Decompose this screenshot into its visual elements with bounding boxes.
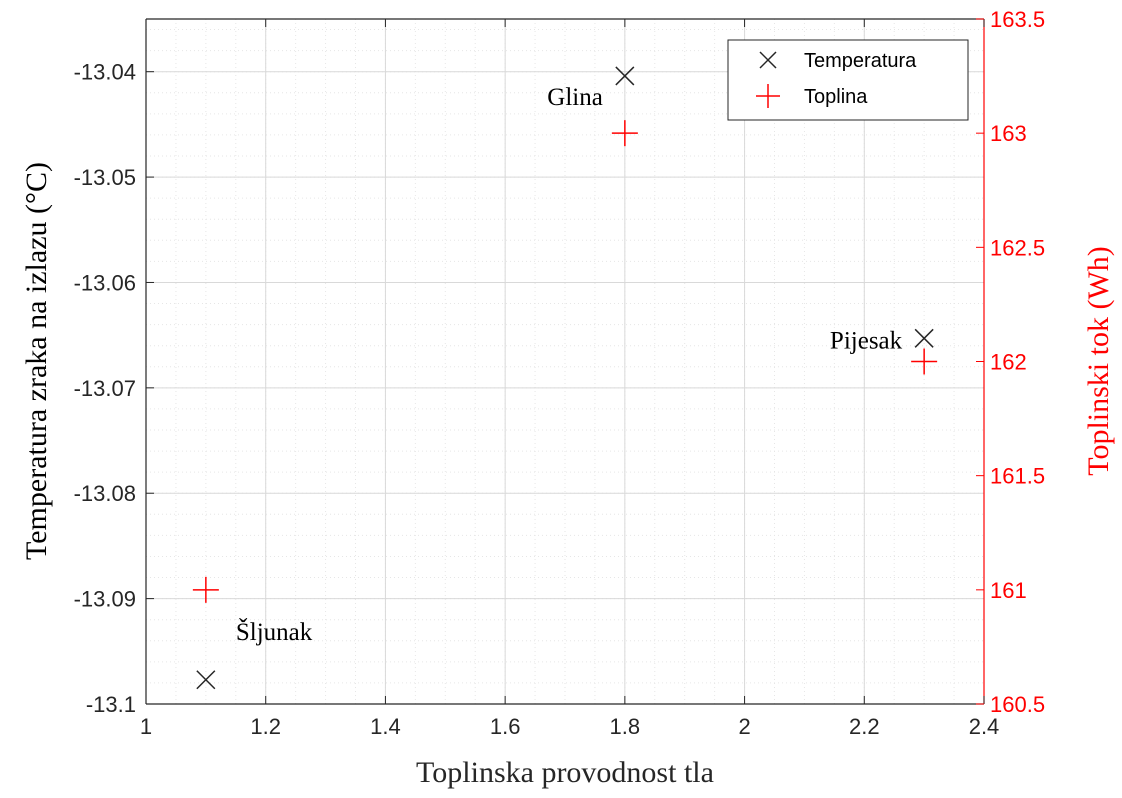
x-tick-label: 2.2 bbox=[849, 714, 880, 739]
annotation-glina: Glina bbox=[547, 84, 603, 111]
y-left-tick-label: -13.07 bbox=[74, 376, 136, 401]
toplina-point bbox=[611, 120, 638, 147]
legend-label: Temperatura bbox=[804, 50, 917, 72]
x-tick-label: 1.6 bbox=[490, 714, 521, 739]
y-right-tick-label: 162.5 bbox=[990, 235, 1045, 260]
y-axis-left-label: Temperatura zraka na izlazu (°C) bbox=[20, 162, 53, 560]
y-right-tick-label: 163.5 bbox=[990, 7, 1045, 32]
temperatura-point bbox=[196, 670, 216, 690]
y-left-tick-label: -13.05 bbox=[74, 165, 136, 190]
toplina-point bbox=[911, 348, 938, 375]
y-axis-right-label: Toplinski tok (Wh) bbox=[1082, 246, 1115, 476]
x-tick-label: 2.4 bbox=[969, 714, 1000, 739]
data-marks bbox=[192, 66, 938, 690]
legend-symbol-x bbox=[759, 51, 777, 69]
major-grid bbox=[145, 19, 985, 705]
y-left-tick-label: -13.08 bbox=[74, 481, 136, 506]
x-tick-label: 2 bbox=[738, 714, 750, 739]
temperatura-point bbox=[914, 328, 934, 348]
x-marker-stroke bbox=[914, 328, 934, 348]
y-right-tick-label: 163 bbox=[990, 121, 1027, 146]
legend-symbol-plus bbox=[756, 84, 780, 108]
x-tick-label: 1.2 bbox=[250, 714, 281, 739]
y-left-tick-label: -13.1 bbox=[86, 692, 136, 717]
plot-background bbox=[146, 19, 984, 704]
x-marker-stroke bbox=[196, 670, 216, 690]
y-right-tick-label: 161 bbox=[990, 578, 1027, 603]
legend-label: Toplina bbox=[804, 86, 868, 108]
toplina-point bbox=[192, 576, 219, 603]
y-left-tick-label: -13.09 bbox=[74, 587, 136, 612]
x-marker-stroke bbox=[615, 66, 635, 86]
legend-x-stroke bbox=[759, 51, 777, 69]
annotations: Glina Pijesak Šljunak bbox=[236, 84, 903, 646]
y-right-tick-label: 160.5 bbox=[990, 692, 1045, 717]
y-right-tick-label: 161.5 bbox=[990, 464, 1045, 489]
annotation-šljunak: Šljunak bbox=[236, 617, 313, 646]
legend: Temperatura Toplina bbox=[727, 39, 969, 121]
x-tick-label: 1 bbox=[140, 714, 152, 739]
y-left-tick-label: -13.04 bbox=[74, 60, 136, 85]
x-axis-label: Toplinska provodnost tla bbox=[416, 756, 714, 789]
annotation-pijesak: Pijesak bbox=[830, 327, 903, 354]
y-left-tick-label: -13.06 bbox=[74, 270, 136, 295]
x-tick-label: 1.8 bbox=[610, 714, 641, 739]
axes: 1 1.2 1.4 1.6 1.8 2 2.2 2.4 -13.1 -13.09 -13.08 -13… bbox=[74, 7, 1045, 739]
temperatura-point bbox=[615, 66, 635, 86]
y-right-tick-label: 162 bbox=[990, 350, 1027, 375]
x-tick-label: 1.4 bbox=[370, 714, 401, 739]
